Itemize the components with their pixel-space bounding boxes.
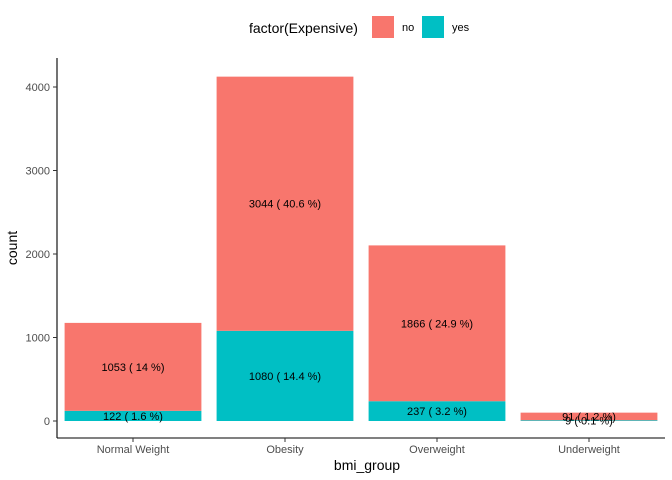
y-tick-label: 4000 [26, 82, 50, 94]
data-label-no-0: 1053 ( 14 %) [102, 362, 165, 374]
data-label-no-2: 1866 ( 24.9 %) [401, 318, 473, 330]
bar-no-3 [520, 412, 658, 421]
legend-label-no: no [402, 22, 414, 34]
data-label-yes-0: 122 ( 1.6 %) [103, 411, 163, 423]
x-tick-label: Obesity [266, 444, 304, 456]
legend-key-no [372, 16, 394, 38]
x-tick-label: Underweight [558, 444, 620, 456]
data-label-yes-3: 9 ( 0.1 %) [565, 416, 613, 428]
legend-title: factor(Expensive) [249, 20, 358, 36]
bar-yes-2 [368, 401, 506, 421]
legend: factor(Expensive) no yes [249, 16, 470, 38]
y-axis-title: count [4, 231, 20, 265]
x-axis-title: bmi_group [334, 457, 400, 473]
x-tick-label: Overweight [409, 444, 465, 456]
bar-yes-1 [216, 330, 354, 421]
bar-no-0 [64, 322, 202, 411]
legend-label-yes: yes [452, 22, 470, 34]
bar-no-2 [368, 245, 506, 402]
data-label-no-1: 3044 ( 40.6 %) [249, 199, 321, 211]
bar-yes-0 [64, 410, 202, 421]
bar-yes-3 [520, 420, 658, 421]
y-tick-label: 3000 [26, 166, 50, 178]
data-label-yes-2: 237 ( 3.2 %) [407, 406, 467, 418]
x-tick-label: Normal Weight [97, 444, 170, 456]
y-tick-label: 2000 [26, 249, 50, 261]
legend-key-yes [422, 16, 444, 38]
data-label-yes-1: 1080 ( 14.4 %) [249, 371, 321, 383]
data-label-no-3: 91 ( 1.2 %) [562, 411, 616, 423]
bar-no-1 [216, 76, 354, 331]
y-tick-label: 0 [44, 416, 50, 428]
y-tick-label: 1000 [26, 333, 50, 345]
